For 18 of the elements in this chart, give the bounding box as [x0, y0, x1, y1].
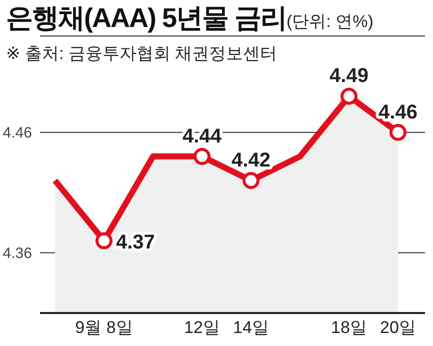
x-tick-label: 12일 — [184, 318, 220, 338]
x-tick-label: 20일 — [380, 318, 416, 338]
chart-subtitle: (단위: 연%) — [286, 12, 374, 31]
data-label: 4.37 — [116, 232, 155, 254]
chart-title: 은행채(AAA) 5년물 금리 — [6, 3, 286, 33]
point — [194, 148, 210, 165]
data-label: 4.42 — [232, 150, 270, 172]
x-tick-label: 9월 8일 — [75, 318, 133, 338]
y-tick-label: 4.36 — [2, 245, 32, 262]
x-tick-label: 18일 — [331, 318, 367, 338]
x-tick-label: 14일 — [233, 318, 269, 338]
data-label: 4.49 — [330, 65, 368, 88]
annotation: ※ 출처: 금융투자협회 채권정보센터 — [6, 43, 278, 65]
data-label: 4.46 — [378, 101, 418, 124]
point — [340, 88, 358, 105]
point — [96, 232, 112, 250]
point — [390, 124, 406, 141]
point — [242, 172, 260, 190]
